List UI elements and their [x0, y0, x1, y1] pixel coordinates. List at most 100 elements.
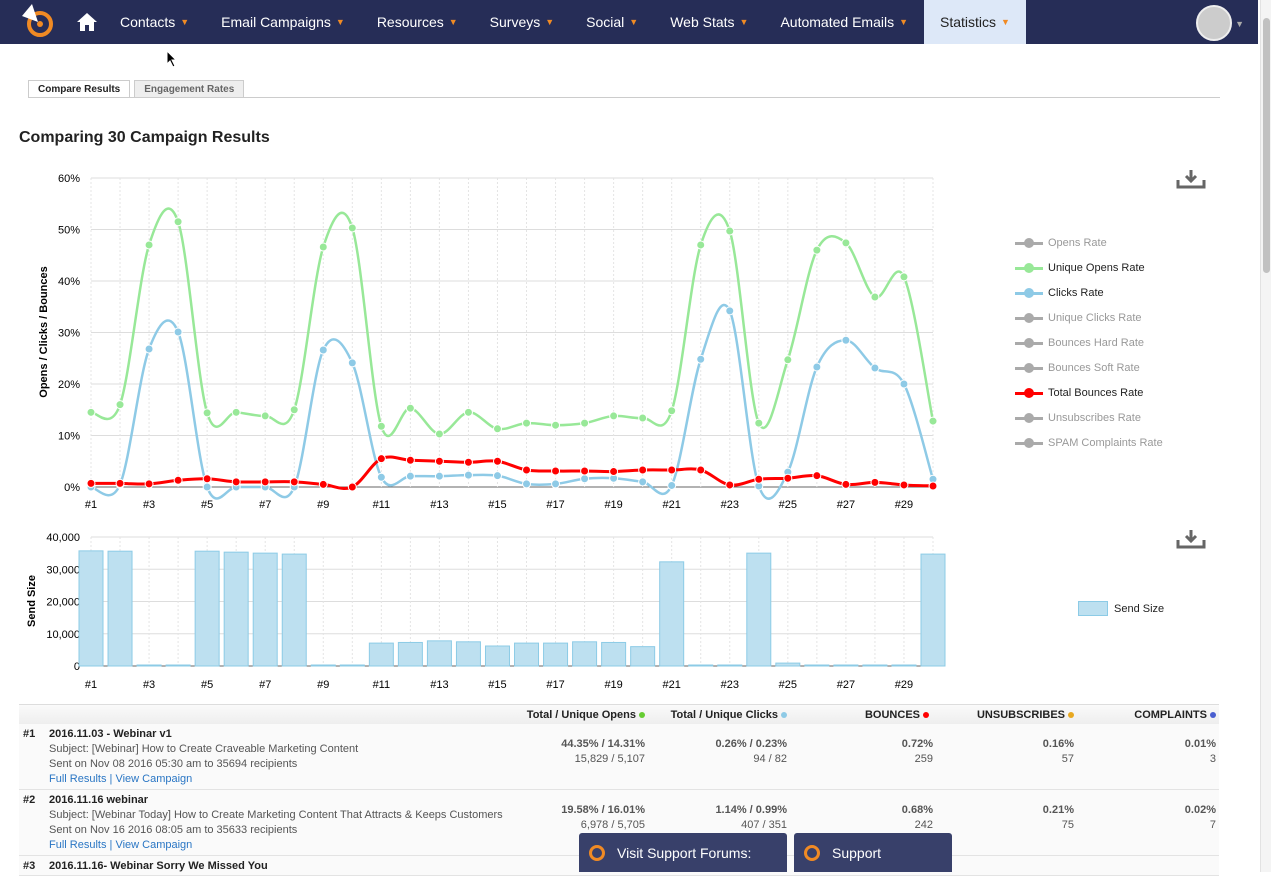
- nav-item-web-stats[interactable]: Web Stats ▼: [670, 14, 749, 30]
- data-point: [841, 238, 851, 248]
- bar: [136, 664, 162, 667]
- campaign-name: 2016.11.16 webinar: [49, 794, 149, 806]
- nav-item-surveys[interactable]: Surveys ▼: [489, 14, 555, 30]
- x-tick-label: #11: [373, 499, 391, 511]
- data-point: [725, 226, 735, 236]
- legend-swatch: [1015, 312, 1043, 323]
- download-icon[interactable]: [1176, 528, 1206, 550]
- legend-swatch: [1015, 337, 1043, 348]
- x-tick-label: #13: [430, 679, 448, 691]
- data-point: [376, 472, 386, 482]
- logo[interactable]: [18, 2, 58, 42]
- legend-item[interactable]: Bounces Hard Rate: [1015, 330, 1163, 355]
- legend-swatch: [1015, 437, 1043, 448]
- data-point: [754, 418, 764, 428]
- bar: [862, 664, 888, 667]
- table-row: #1 2016.11.03 - Webinar v1 Subject: [Webin…: [19, 724, 1219, 790]
- legend-item[interactable]: Clicks Rate: [1015, 280, 1163, 305]
- support-forums-button[interactable]: Visit Support Forums:: [579, 833, 787, 872]
- legend-item[interactable]: SPAM Complaints Rate: [1015, 430, 1163, 455]
- x-tick-label: #5: [201, 679, 213, 691]
- bar: [310, 664, 336, 667]
- data-point: [260, 411, 270, 421]
- bar: [630, 646, 656, 667]
- nav-item-social[interactable]: Social ▼: [586, 14, 639, 30]
- clicks-cell: 0.26% / 0.23% 94 / 82: [715, 738, 787, 765]
- bar: [775, 662, 801, 667]
- chevron-down-icon[interactable]: ▼: [1235, 19, 1244, 29]
- data-point: [754, 474, 764, 484]
- bar: [281, 553, 307, 667]
- caret-down-icon: ▼: [899, 17, 908, 27]
- data-point: [173, 475, 183, 485]
- bar: [223, 551, 249, 667]
- page-title: Comparing 30 Campaign Results: [19, 129, 270, 146]
- data-point: [202, 482, 212, 492]
- view-campaign-link[interactable]: View Campaign: [115, 839, 193, 851]
- bar: [194, 550, 220, 667]
- x-tick-label: #17: [546, 679, 564, 691]
- legend-item-send-size[interactable]: Send Size: [1078, 601, 1164, 616]
- mouse-cursor-icon: [166, 50, 178, 68]
- legend-swatch: [1015, 387, 1043, 398]
- y-tick-label: 10%: [58, 431, 80, 443]
- y-tick-label: 0: [74, 661, 80, 673]
- legend-item[interactable]: Total Bounces Rate: [1015, 380, 1163, 405]
- caret-down-icon: ▼: [448, 17, 458, 27]
- x-tick-label: #9: [317, 499, 329, 511]
- data-point: [609, 467, 619, 477]
- full-results-link[interactable]: Full Results: [49, 773, 107, 785]
- x-tick-label: #7: [259, 679, 271, 691]
- data-point: [318, 479, 328, 489]
- legend-item[interactable]: Bounces Soft Rate: [1015, 355, 1163, 380]
- full-results-link[interactable]: Full Results: [49, 839, 107, 851]
- y-tick-label: 30,000: [46, 564, 80, 576]
- x-tick-label: #27: [837, 499, 855, 511]
- data-point: [463, 457, 473, 467]
- nav-item-email-campaigns[interactable]: Email Campaigns ▼: [221, 14, 345, 30]
- y-tick-label: 0%: [64, 482, 80, 494]
- scrollbar[interactable]: [1260, 0, 1271, 872]
- legend-swatch: [1078, 601, 1108, 616]
- data-point: [551, 420, 561, 430]
- legend-item[interactable]: Unique Clicks Rate: [1015, 305, 1163, 330]
- x-tick-label: #29: [895, 679, 913, 691]
- data-point: [173, 217, 183, 227]
- search-icon: [589, 844, 605, 861]
- y-tick-label: 50%: [58, 225, 80, 237]
- nav-item-contacts[interactable]: Contacts ▼: [120, 14, 190, 30]
- send-size-bar-chart: 0 10,000 20,000 30,000 40,000 #1 #3 #5 #7 #9 #11 #1…: [26, 532, 946, 691]
- lifebuoy-icon: [804, 844, 820, 861]
- header-complaints: COMPLAINTS: [1134, 709, 1216, 721]
- tabs: Compare Results Engagement Rates: [28, 80, 1220, 98]
- nav-item-statistics[interactable]: Statistics ▼: [924, 0, 1026, 44]
- nav-item-automated-emails[interactable]: Automated Emails ▼: [780, 14, 908, 30]
- data-point: [638, 465, 648, 475]
- data-point: [434, 429, 444, 439]
- x-tick-label: #3: [143, 499, 155, 511]
- nav-item-resources[interactable]: Resources ▼: [376, 14, 458, 30]
- tab-compare-results[interactable]: Compare Results: [28, 80, 131, 97]
- table-header: Total / Unique Opens Total / Unique Clic…: [19, 704, 1219, 724]
- user-avatar[interactable]: [1196, 5, 1232, 41]
- data-point: [899, 480, 909, 490]
- legend-item[interactable]: Opens Rate: [1015, 230, 1163, 255]
- data-point: [231, 407, 241, 417]
- data-point: [318, 242, 328, 252]
- x-tick-label: #21: [663, 499, 681, 511]
- x-tick-label: #23: [721, 499, 739, 511]
- green-dot-icon: [639, 712, 645, 718]
- legend-item[interactable]: Unsubscribes Rate: [1015, 405, 1163, 430]
- header-unsubscribes: UNSUBSCRIBES: [977, 709, 1074, 721]
- support-button[interactable]: Support: [794, 833, 952, 872]
- tab-engagement-rates[interactable]: Engagement Rates: [134, 80, 245, 97]
- data-point: [725, 306, 735, 316]
- view-campaign-link[interactable]: View Campaign: [115, 773, 193, 785]
- home-icon[interactable]: [76, 11, 98, 33]
- x-tick-label: #3: [143, 679, 155, 691]
- chart-legend: Opens Rate Unique Opens Rate Clicks Rate Un…: [1015, 230, 1163, 455]
- download-icon[interactable]: [1176, 168, 1206, 190]
- legend-item[interactable]: Unique Opens Rate: [1015, 255, 1163, 280]
- bar: [804, 664, 830, 667]
- data-point: [667, 480, 677, 490]
